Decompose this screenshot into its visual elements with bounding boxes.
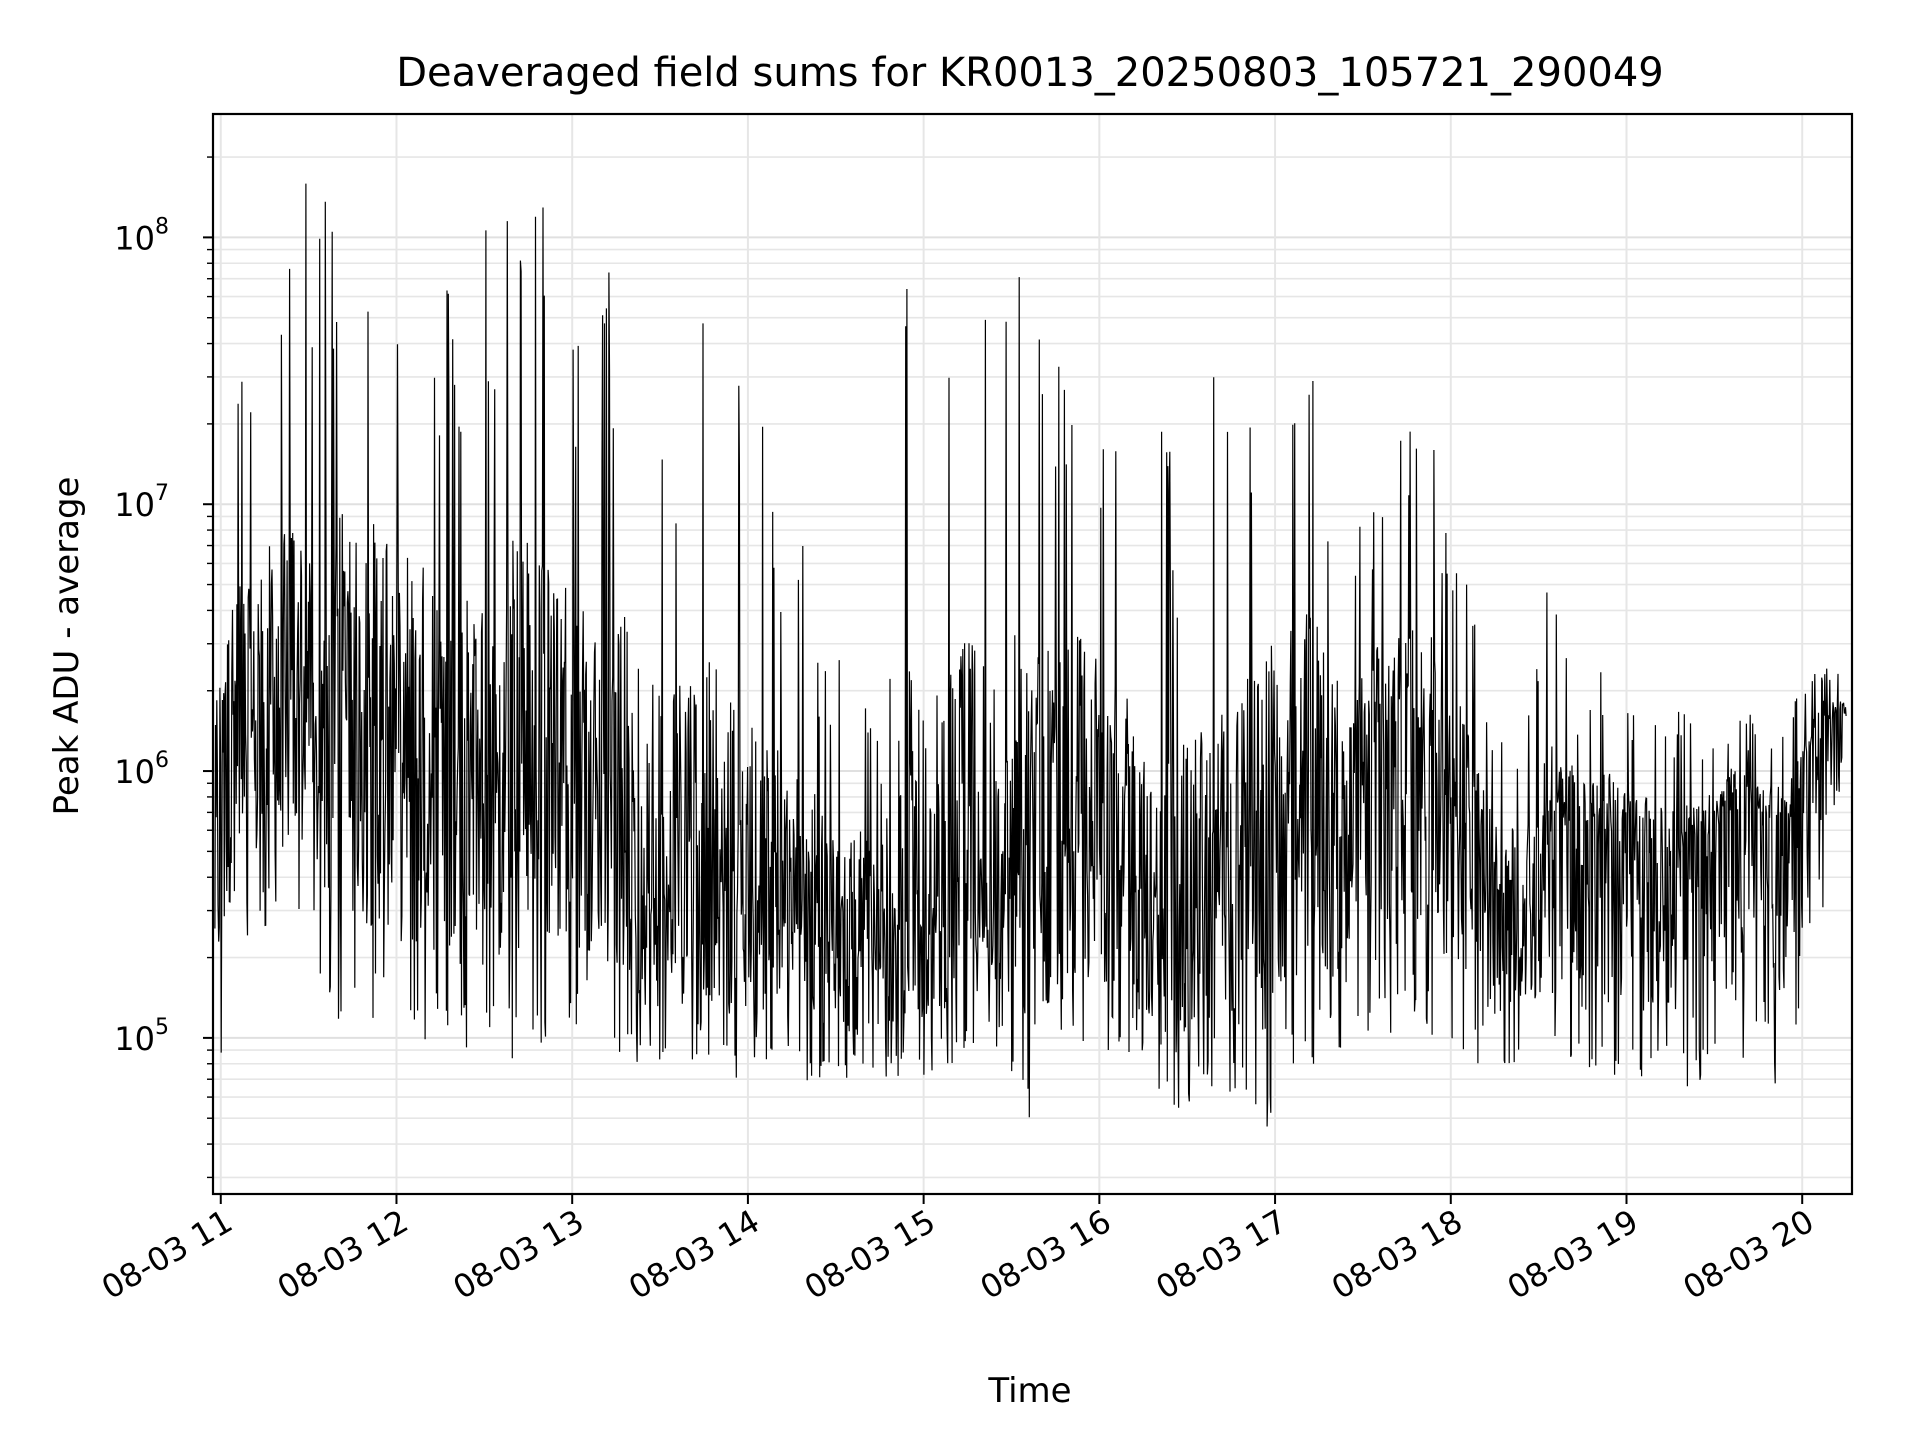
y-tick-label: 105: [114, 1015, 169, 1058]
y-tick-label: 106: [114, 748, 169, 791]
y-tick-exponent: 7: [155, 481, 169, 506]
y-axis-label: Peak ADU - average: [47, 477, 87, 816]
x-axis-label: Time: [987, 1371, 1071, 1411]
y-tick-exponent: 8: [155, 214, 169, 239]
series-layer: [214, 183, 1847, 1127]
plot-frame: [211, 112, 1854, 1196]
chart-title: Deaveraged field sums for KR0013_2025080…: [396, 50, 1664, 96]
y-tick-exponent: 5: [155, 1015, 169, 1040]
series-line: [214, 183, 1847, 1127]
y-tick-exponent: 6: [155, 748, 169, 773]
